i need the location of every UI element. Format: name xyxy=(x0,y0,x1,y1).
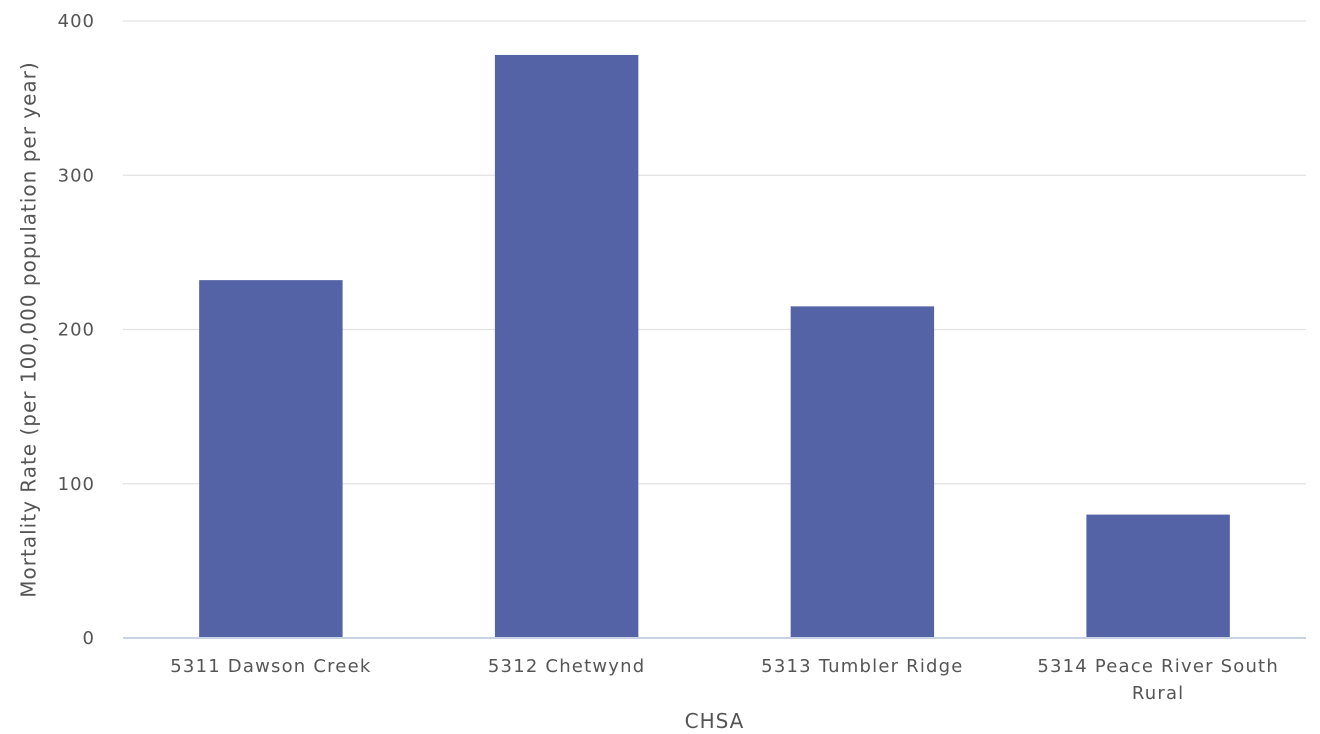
x-axis-category-labels: 5311 Dawson Creek 5312 Chetwynd 5313 Tumbl… xyxy=(170,656,1279,704)
x-category-label: 5313 Tumbler Ridge xyxy=(761,656,963,677)
y-tick-label: 100 xyxy=(58,474,95,495)
x-category-label: 5312 Chetwynd xyxy=(488,656,645,677)
bars xyxy=(199,54,1230,639)
x-category-label: 5311 Dawson Creek xyxy=(170,656,371,677)
y-axis-ticks: 0 100 200 300 400 xyxy=(58,11,95,649)
bar xyxy=(790,306,935,638)
bar xyxy=(199,280,343,638)
bar xyxy=(1086,514,1230,638)
y-axis-title: Mortality Rate (per 100,000 population p… xyxy=(17,61,41,597)
y-tick-label: 200 xyxy=(58,320,95,341)
y-tick-label: 0 xyxy=(83,628,95,649)
x-category-label: 5314 Peace River South xyxy=(1037,656,1279,677)
y-tick-label: 300 xyxy=(58,165,95,186)
bar xyxy=(494,54,639,639)
x-category-label: Rural xyxy=(1132,683,1185,704)
y-tick-label: 400 xyxy=(58,11,95,32)
x-axis-title: CHSA xyxy=(685,709,745,733)
